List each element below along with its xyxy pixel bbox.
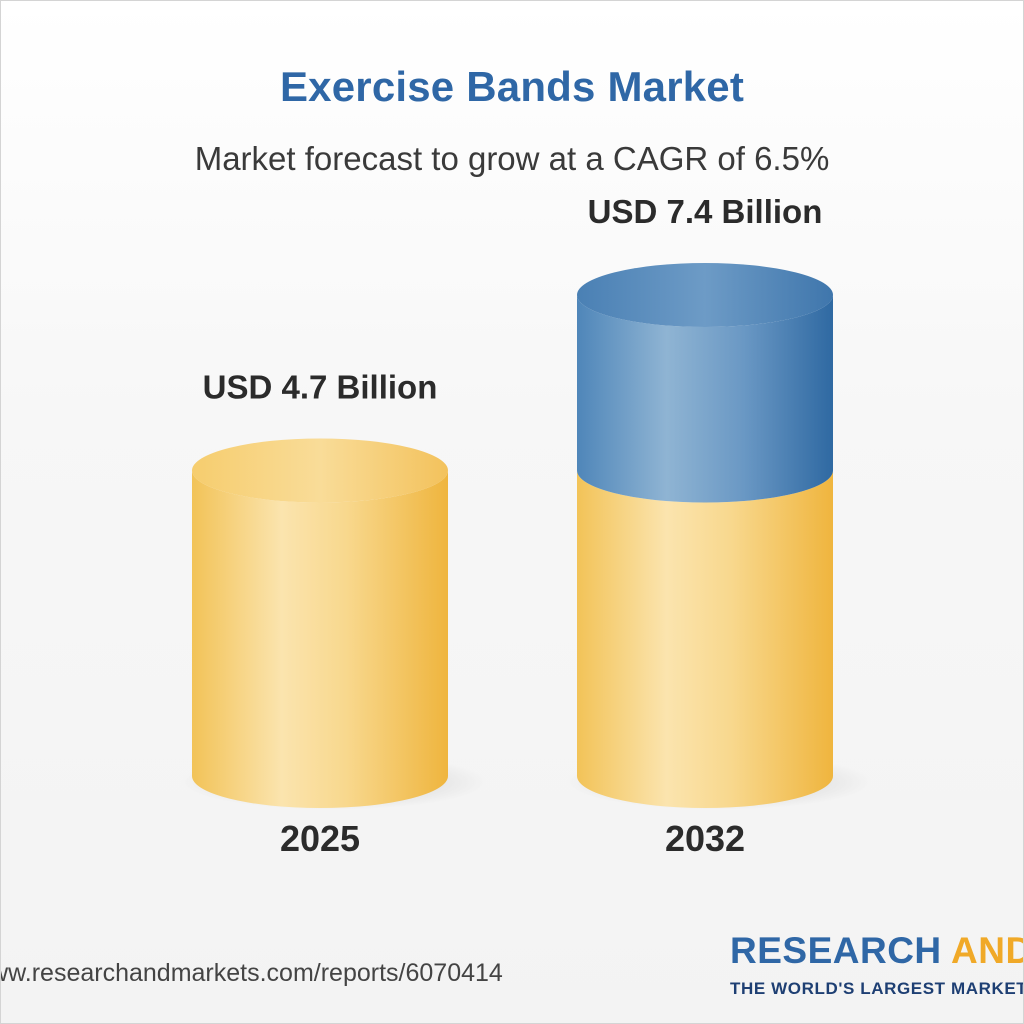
chart-subtitle: Market forecast to grow at a CAGR of 6.5… xyxy=(194,140,830,177)
brand-tagline: THE WORLD'S LARGEST MARKET RESEARCH STOR… xyxy=(730,979,1024,998)
brand-name-part1: RESEARCH xyxy=(730,930,952,971)
bar-2025-top xyxy=(192,438,448,503)
brand-logo: RESEARCH AND MARKETS THE WORLD'S LARGEST… xyxy=(730,929,1024,999)
source-url: www.researchandmarkets.com/reports/60704… xyxy=(0,959,503,987)
value-label-2032: USD 7.4 Billion xyxy=(588,193,823,230)
bar-2032-growth-segment xyxy=(577,295,833,503)
bar-2032-top xyxy=(577,263,833,327)
bar-2025 xyxy=(192,470,448,808)
value-label-2025: USD 4.7 Billion xyxy=(203,369,438,406)
brand-name: RESEARCH AND MARKETS xyxy=(730,929,1023,973)
category-label-2032: 2032 xyxy=(665,818,745,859)
chart-title: Exercise Bands Market xyxy=(279,63,745,110)
category-label-2025: 2025 xyxy=(280,818,360,859)
brand-name-part2: AND MARKETS xyxy=(951,930,1023,971)
bar-2032-base-segment xyxy=(577,470,833,808)
